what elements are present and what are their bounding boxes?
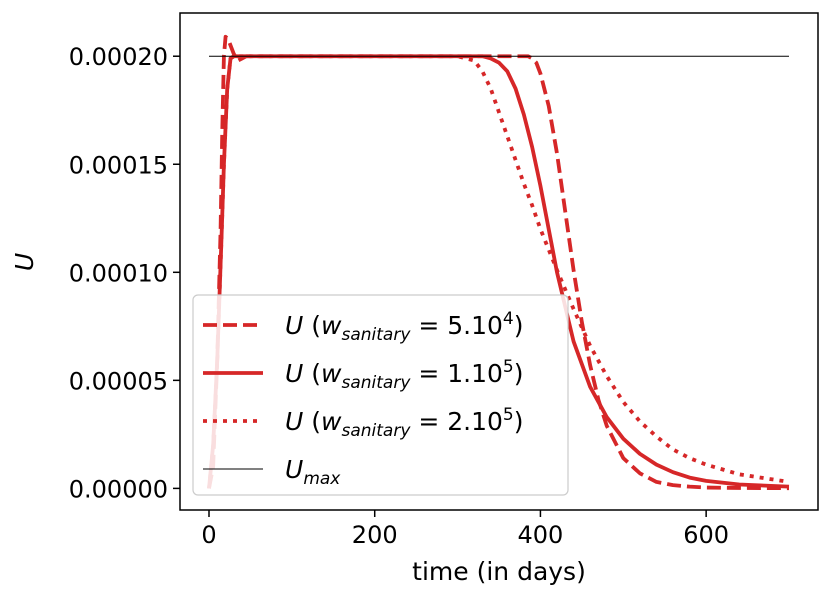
x-tick-label: 400: [518, 521, 564, 549]
series-layer: [207, 34, 790, 491]
legend-label: U (wsanitary = 2.105): [285, 405, 523, 441]
plot-frame: [179, 12, 819, 511]
y-tick-label: 0.00015: [69, 151, 168, 179]
y-axis-label: U: [10, 253, 39, 271]
tick-layer: 0 200 400 600 0.00000 0.00005 0.00010 0.00015 0.…: [69, 43, 729, 549]
x-tick-label: 600: [683, 521, 729, 549]
x-axis-label: time (in days): [412, 557, 586, 586]
y-tick-label: 0.00020: [69, 43, 168, 71]
y-tick-label: 0.00005: [69, 367, 168, 395]
legend-label: Umax: [285, 455, 341, 489]
series-line-w-1e5: [207, 54, 790, 489]
y-tick-label: 0.00010: [69, 259, 168, 287]
x-tick-label: 200: [352, 521, 398, 549]
y-tick-label: 0.00000: [69, 475, 168, 503]
legend-label: U (wsanitary = 1.105): [285, 357, 523, 393]
legend: U (wsanitary = 5.104) U (wsanitary = 1.10…: [192, 294, 569, 496]
legend-label: U (wsanitary = 5.104): [285, 309, 523, 345]
x-tick-label: 0: [201, 521, 216, 549]
legend-frame: [192, 294, 569, 496]
